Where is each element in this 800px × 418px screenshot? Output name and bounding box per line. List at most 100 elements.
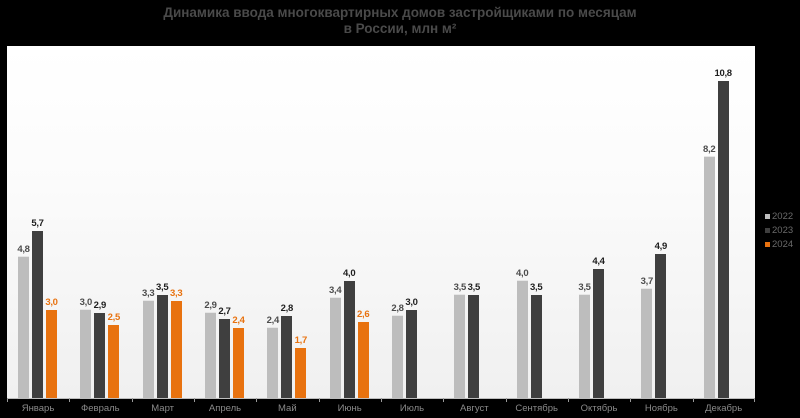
x-tick-label: Сентябрь — [515, 403, 558, 414]
bar-2022 — [579, 294, 590, 398]
legend-swatch-2022-icon — [765, 213, 770, 219]
bar-2023 — [219, 319, 230, 398]
data-label-2023: 4,4 — [592, 256, 605, 267]
bar-2022 — [516, 280, 528, 398]
x-tick-label: Июль — [399, 403, 425, 414]
x-tick-label: Декабрь — [705, 403, 743, 414]
data-label-2023: 5,7 — [31, 218, 44, 229]
data-label-2023: 2,7 — [218, 306, 231, 317]
bar-2024 — [170, 301, 182, 398]
bar-2023 — [343, 281, 355, 398]
chart-title: Динамика ввода многоквартирных домов зас… — [0, 5, 800, 37]
x-tick-label: Апрель — [208, 403, 242, 414]
bar-group: 2,8 3,0 — [381, 46, 443, 398]
x-tick — [630, 398, 631, 402]
data-label-2022: 2,9 — [204, 300, 217, 311]
x-tick-label: Январь — [21, 403, 55, 414]
data-label-2023: 3,5 — [156, 282, 169, 293]
plot-area: 4,8 5,7 3,0 3,0 2,9 2,5 3,3 3,5 3,3 2,9 2,7 2,4 2,4 2… — [7, 46, 755, 398]
data-label-2022: 2,4 — [266, 315, 280, 326]
bar-2024 — [108, 325, 120, 398]
data-label-2023: 2,8 — [280, 303, 294, 314]
bar-group: 3,7 4,9 — [630, 46, 692, 398]
bar-2022 — [267, 327, 279, 398]
bar-2023 — [530, 295, 542, 398]
legend-label: 2023 — [772, 224, 794, 236]
legend-swatch-2023-icon — [765, 227, 770, 233]
chart-title-line1: Динамика ввода многоквартирных домов зас… — [163, 5, 637, 20]
data-label-2024: 2,4 — [232, 315, 245, 326]
x-tick — [754, 398, 755, 402]
x-tick — [69, 398, 70, 402]
chart-title-line2: в России, млн м² — [343, 21, 457, 36]
x-tick — [7, 398, 8, 402]
data-label-2022: 3,5 — [578, 282, 591, 293]
bar-2023 — [406, 310, 417, 398]
legend-label: 2022 — [772, 210, 794, 222]
data-label-2022: 3,4 — [329, 285, 342, 296]
bar-group: 4,8 5,7 3,0 — [7, 46, 69, 398]
bar-2024 — [295, 348, 307, 398]
data-label-2023: 4,0 — [343, 268, 356, 279]
x-tick-label: Май — [278, 403, 297, 414]
bar-2024 — [46, 310, 57, 398]
x-tick — [506, 398, 507, 402]
bar-group: 8,2 10,8 — [693, 46, 755, 398]
x-tick — [381, 398, 382, 402]
x-tick — [319, 398, 320, 402]
bar-group: 3,0 2,9 2,5 — [69, 46, 131, 398]
bar-group: 3,4 4,0 2,6 — [319, 46, 381, 398]
data-label-2023: 3,5 — [530, 282, 543, 293]
x-tick-label: Октябрь — [580, 403, 618, 414]
bar-2022 — [329, 297, 341, 398]
bar-2024 — [357, 322, 369, 398]
x-tick-label: Март — [151, 403, 175, 414]
bar-2023 — [94, 313, 106, 398]
data-label-2024: 3,0 — [45, 297, 58, 308]
legend-item-2023: 2023 — [765, 223, 793, 237]
data-label-2023: 3,0 — [405, 297, 418, 308]
data-label-2022: 4,0 — [516, 268, 529, 279]
x-tick — [568, 398, 569, 402]
x-tick — [693, 398, 694, 402]
bar-group: 4,0 3,5 — [506, 46, 568, 398]
legend-item-2022: 2022 — [765, 209, 793, 223]
legend-swatch-2024-icon — [765, 241, 770, 247]
x-tick-label: Июнь — [337, 403, 362, 414]
bar-2023 — [655, 254, 667, 398]
bar-group: 2,4 2,8 1,7 — [256, 46, 318, 398]
data-label-2022: 3,0 — [79, 297, 93, 308]
bar-group: 3,3 3,5 3,3 — [132, 46, 194, 398]
data-label-2022: 2,8 — [391, 303, 404, 314]
x-tick-label: Август — [460, 403, 489, 414]
bar-group: 3,5 4,4 — [568, 46, 630, 398]
data-label-2024: 2,6 — [357, 309, 370, 320]
x-tick — [194, 398, 195, 402]
bar-group: 3,5 3,5 — [443, 46, 505, 398]
data-label-2022: 3,3 — [142, 288, 155, 299]
bar-2023 — [468, 295, 480, 398]
data-label-2024: 2,5 — [107, 312, 121, 323]
legend: 2022 2023 2024 — [765, 209, 793, 251]
x-tick-label: Ноябрь — [644, 403, 678, 414]
data-label-2022: 3,5 — [453, 282, 467, 293]
bar-2022 — [205, 312, 216, 398]
bar-group: 2,9 2,7 2,4 — [194, 46, 256, 398]
data-label-2024: 3,3 — [170, 288, 183, 299]
data-label-2023: 10,8 — [714, 68, 733, 79]
x-tick — [443, 398, 444, 402]
legend-item-2024: 2024 — [765, 237, 793, 251]
x-tick-label: Февраль — [81, 403, 120, 414]
bar-2022 — [703, 156, 715, 398]
x-tick — [256, 398, 257, 402]
bar-2022 — [18, 256, 29, 398]
data-label-2024: 1,7 — [294, 335, 308, 346]
data-label-2022: 8,2 — [703, 144, 716, 155]
bar-2023 — [156, 295, 168, 398]
bar-2022 — [641, 288, 653, 398]
bar-2022 — [142, 300, 154, 398]
bar-2023 — [717, 81, 729, 398]
bar-2022 — [392, 315, 403, 398]
bar-2022 — [454, 294, 466, 398]
data-label-2023: 4,9 — [654, 241, 668, 252]
